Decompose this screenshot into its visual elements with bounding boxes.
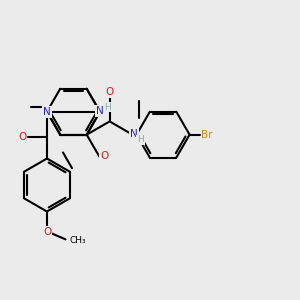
Text: N: N: [96, 106, 104, 116]
Text: N: N: [43, 107, 51, 117]
Text: H: H: [137, 136, 144, 145]
Text: O: O: [105, 87, 113, 97]
Text: H: H: [104, 103, 111, 112]
Text: CH₃: CH₃: [70, 236, 86, 245]
Text: O: O: [100, 152, 108, 161]
Text: O: O: [18, 132, 27, 142]
Text: N: N: [130, 129, 138, 139]
Text: Br: Br: [202, 130, 213, 140]
Text: O: O: [44, 227, 52, 237]
